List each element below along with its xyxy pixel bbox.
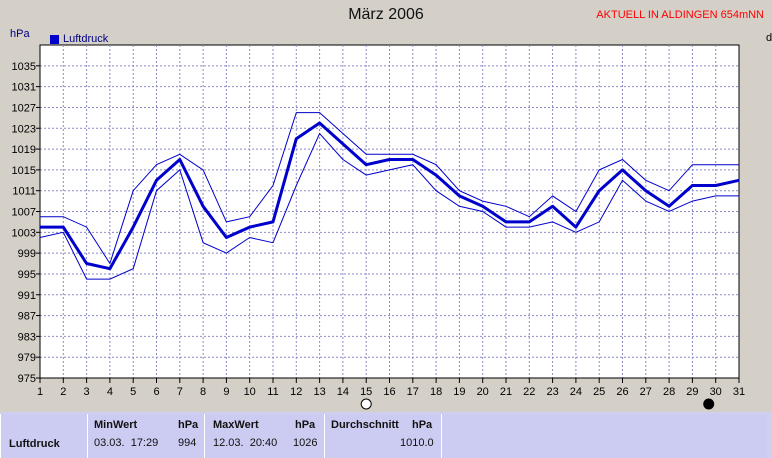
x-tick-label: 2 bbox=[60, 386, 66, 398]
y-tick-label: 1035 bbox=[12, 61, 36, 73]
x-tick-label: 1 bbox=[37, 386, 43, 398]
y-tick-label: 1011 bbox=[12, 186, 36, 198]
x-tick-label: 6 bbox=[153, 386, 159, 398]
x-tick-label: 15 bbox=[360, 386, 372, 398]
min-datetime: 03.03. 17:29 bbox=[94, 437, 159, 449]
new-moon-icon bbox=[703, 398, 715, 410]
y-tick-label: 1007 bbox=[12, 207, 36, 219]
full-moon-icon bbox=[360, 398, 372, 410]
y-axis-unit: hPa bbox=[10, 28, 30, 40]
chart-title: März 2006 bbox=[348, 6, 424, 23]
x-tick-label: 19 bbox=[453, 386, 465, 398]
y-tick-label: 1031 bbox=[12, 82, 36, 94]
x-tick-label: 23 bbox=[546, 386, 558, 398]
x-tick-label: 18 bbox=[430, 386, 442, 398]
pressure-chart: 9759799839879919959991003100710111015101… bbox=[12, 44, 745, 410]
max-unit: hPa bbox=[295, 419, 316, 431]
x-tick-label: 12 bbox=[290, 386, 302, 398]
x-tick-label: 24 bbox=[570, 386, 582, 398]
max-value: 1026 bbox=[293, 437, 318, 449]
x-tick-label: 13 bbox=[313, 386, 325, 398]
y-tick-label: 1023 bbox=[12, 123, 36, 135]
y-tick-label: 995 bbox=[18, 269, 36, 281]
avg-unit: hPa bbox=[412, 419, 433, 431]
x-tick-label: 31 bbox=[733, 386, 745, 398]
max-label: MaxWert bbox=[213, 419, 259, 431]
x-tick-label: 28 bbox=[663, 386, 675, 398]
x-tick-label: 7 bbox=[177, 386, 183, 398]
x-tick-label: 8 bbox=[200, 386, 206, 398]
legend-label: Luftdruck bbox=[63, 33, 109, 45]
x-tick-label: 4 bbox=[107, 386, 113, 398]
y-tick-label: 991 bbox=[18, 290, 36, 302]
y-tick-label: 975 bbox=[18, 373, 36, 385]
legend: Luftdruck bbox=[50, 33, 108, 45]
empty-summary-cell bbox=[441, 414, 767, 458]
y-tick-label: 979 bbox=[18, 352, 36, 364]
x-tick-label: 25 bbox=[593, 386, 605, 398]
min-label: MinWert bbox=[94, 419, 138, 431]
max-datetime: 12.03. 20:40 bbox=[213, 437, 278, 449]
x-tick-label: 9 bbox=[223, 386, 229, 398]
x-tick-label: 30 bbox=[710, 386, 722, 398]
x-tick-label: 20 bbox=[477, 386, 489, 398]
legend-swatch bbox=[50, 34, 59, 44]
min-cell: MinWert hPa 03.03. 17:29 994 bbox=[87, 414, 204, 458]
series-line-band-upper bbox=[40, 112, 739, 265]
summary-row-label-cell: Luftdruck bbox=[0, 414, 87, 458]
avg-label: Durchschnitt bbox=[331, 419, 399, 431]
x-tick-label: 5 bbox=[130, 386, 136, 398]
avg-value: 1010.0 bbox=[400, 437, 434, 449]
min-unit: hPa bbox=[178, 419, 199, 431]
max-cell: MaxWert hPa 12.03. 20:40 1026 bbox=[204, 414, 324, 458]
x-tick-label: 22 bbox=[523, 386, 535, 398]
summary-row-label: Luftdruck bbox=[9, 438, 60, 450]
y-tick-label: 987 bbox=[18, 311, 36, 323]
x-tick-label: 16 bbox=[383, 386, 395, 398]
series-line-band-lower bbox=[39, 132, 739, 280]
x-tick-label: 14 bbox=[337, 386, 349, 398]
avg-cell: Durchschnitt hPa 1010.0 bbox=[324, 414, 441, 458]
x-tick-label: 26 bbox=[616, 386, 628, 398]
y-tick-label: 1019 bbox=[12, 144, 36, 156]
y-tick-label: 1003 bbox=[12, 227, 36, 239]
x-tick-label: 17 bbox=[407, 386, 419, 398]
x-tick-label: 21 bbox=[500, 386, 512, 398]
y-tick-label: 983 bbox=[18, 331, 36, 343]
y-tick-label: 999 bbox=[18, 248, 36, 260]
x-tick-label: 27 bbox=[640, 386, 652, 398]
x-tick-label: 3 bbox=[84, 386, 90, 398]
y-tick-label: 1015 bbox=[12, 165, 36, 177]
x-tick-label: 11 bbox=[267, 386, 278, 398]
x-tick-label: 29 bbox=[686, 386, 698, 398]
x-tick-label: 10 bbox=[244, 386, 256, 398]
right-edge-label: d bbox=[766, 32, 772, 44]
min-value: 994 bbox=[178, 437, 197, 449]
station-status: AKTUELL IN ALDINGEN 654mNN bbox=[596, 9, 764, 21]
y-tick-label: 1027 bbox=[12, 102, 36, 114]
